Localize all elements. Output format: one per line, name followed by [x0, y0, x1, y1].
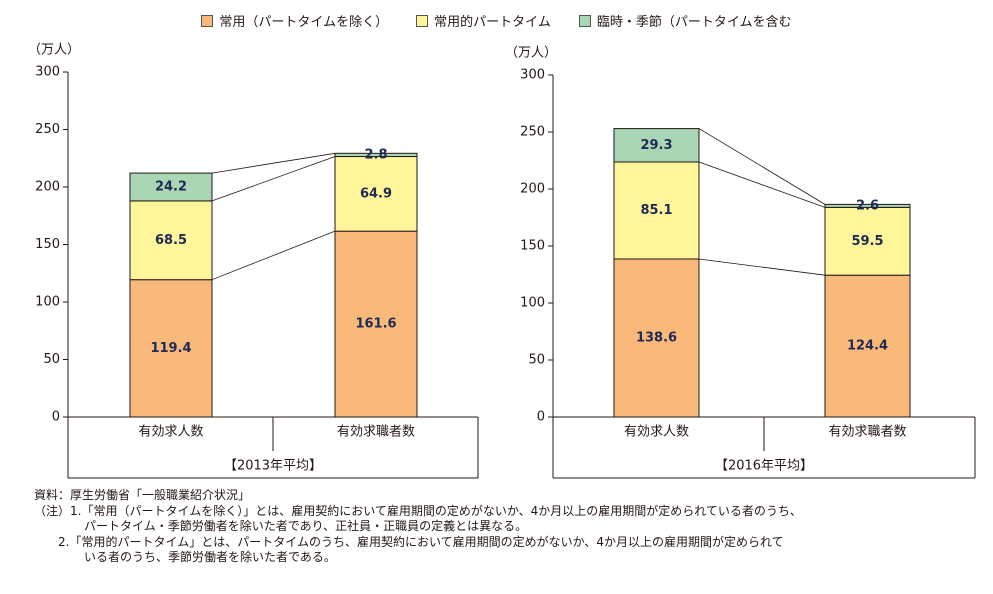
legend-label-regular: 常用（パートタイムを除く） [219, 15, 389, 30]
chart2-data-label-2-3: 2.6 [856, 198, 879, 213]
chart1-category-label-1: 有効求人数 [138, 425, 203, 440]
legend-label-regular-parttime: 常用的パートタイム [434, 15, 551, 30]
chart1-data-label-2-1: 161.6 [355, 317, 396, 332]
chart2-y-tick-label: 100 [520, 296, 545, 311]
chart1-unit-label: （万人） [28, 43, 80, 58]
source-note: 資料：厚生労働省「一般職業紹介状況」 [34, 488, 251, 502]
chart1-y-tick-label: 100 [35, 295, 60, 310]
chart2-bar-2-segment-3 [824, 203, 911, 208]
chart1-connector-line [211, 152, 336, 174]
chart2-connector-line [698, 161, 826, 208]
chart2-y-tick-label: 250 [520, 125, 545, 140]
chart1-connector-line [211, 230, 336, 281]
chart2-y-tick-label: 0 [537, 410, 545, 425]
chart1-connector-line [211, 156, 336, 202]
chart2-y-tick-label: 150 [520, 239, 545, 254]
chart1-bar-2-segment-2 [334, 156, 418, 232]
note-2-line-2: いる者のうち、季節労働者を除いた者である。 [84, 550, 336, 564]
chart2-category-label-1: 有効求人数 [624, 425, 689, 440]
chart1-data-label-1-1: 119.4 [150, 341, 191, 356]
legend-swatch-temporary [578, 14, 591, 27]
chart2-y-tick-label: 300 [520, 68, 545, 83]
chart2-connector-line [698, 258, 826, 276]
note-1-line-1: （注）1.「常用（パートタイムを除く）」とは、雇用契約において雇用期間の定めがな… [34, 503, 802, 518]
chart1-y-tick-label: 50 [43, 352, 60, 367]
chart2-bar-1-segment-1 [613, 258, 700, 418]
legend-item-temporary: 臨時・季節（パートタイムを含む [578, 11, 792, 30]
chart1-data-label-2-2: 64.9 [360, 186, 392, 201]
chart1-bar-1-segment-3 [129, 172, 213, 202]
chart2-data-label-1-2: 85.1 [640, 203, 672, 218]
chart1-bar-2-segment-1 [334, 230, 418, 418]
chart1-category-label-2: 有効求職者数 [337, 425, 415, 440]
chart2-data-label-2-1: 124.4 [847, 339, 888, 354]
note-1-line-2: パートタイム・季節労働者を除いた者であり、正社員・正職員の定義とは異なる。 [84, 519, 528, 533]
chart1-bar-2-segment-3 [334, 152, 418, 158]
chart1-data-label-1-2: 68.5 [155, 233, 187, 248]
chart2-bar-1-segment-2 [613, 161, 700, 260]
chart2-bar-1-segment-3 [613, 128, 700, 163]
legend-label-temporary: 臨時・季節（パートタイムを含む [596, 15, 792, 30]
chart2-period-label: 【2016年平均】 [715, 459, 813, 474]
legend-item-regular: 常用（パートタイムを除く） [201, 11, 388, 30]
chart2-unit-label: （万人） [505, 46, 557, 61]
chart1-data-label-2-3: 2.8 [364, 147, 387, 162]
chart2-bar-2-segment-1 [824, 274, 911, 418]
chart2-bar-2-segment-2 [824, 206, 911, 276]
legend: 常用（パートタイムを除く） 常用的パートタイム 臨時・季節（パートタイムを含む [0, 11, 993, 30]
legend-swatch-regular-parttime [416, 14, 429, 27]
chart1-y-tick-label: 300 [35, 65, 60, 80]
chart1-data-label-1-3: 24.2 [155, 180, 187, 195]
chart1-y-tick-label: 0 [52, 410, 60, 425]
chart1-y-tick-label: 200 [35, 180, 60, 195]
chart1-y-tick-label: 150 [35, 237, 60, 252]
legend-item-regular-parttime: 常用的パートタイム [416, 11, 551, 30]
chart2-data-label-2-2: 59.5 [851, 234, 883, 249]
legend-swatch-regular [201, 14, 214, 27]
chart2-category-label-2: 有効求職者数 [828, 425, 906, 440]
chart2-connector-line [698, 128, 826, 205]
chart2-data-label-1-3: 29.3 [640, 138, 672, 153]
chart1-bar-1-segment-2 [129, 200, 213, 281]
chart2-y-tick-label: 200 [520, 182, 545, 197]
chart1-bar-1-segment-1 [129, 279, 213, 418]
chart2-data-label-1-1: 138.6 [636, 330, 677, 345]
notes: 資料：厚生労働省「一般職業紹介状況」 （注）1.「常用（パートタイムを除く）」と… [34, 488, 984, 566]
chart1-period-label: 【2013年平均】 [224, 459, 322, 474]
chart2-y-tick-label: 50 [528, 353, 545, 368]
chart1-y-tick-label: 250 [35, 122, 60, 137]
note-2-line-1: 2.「常用的パートタイム」とは、パートタイムのうち、雇用契約において雇用期間の定… [58, 534, 784, 549]
